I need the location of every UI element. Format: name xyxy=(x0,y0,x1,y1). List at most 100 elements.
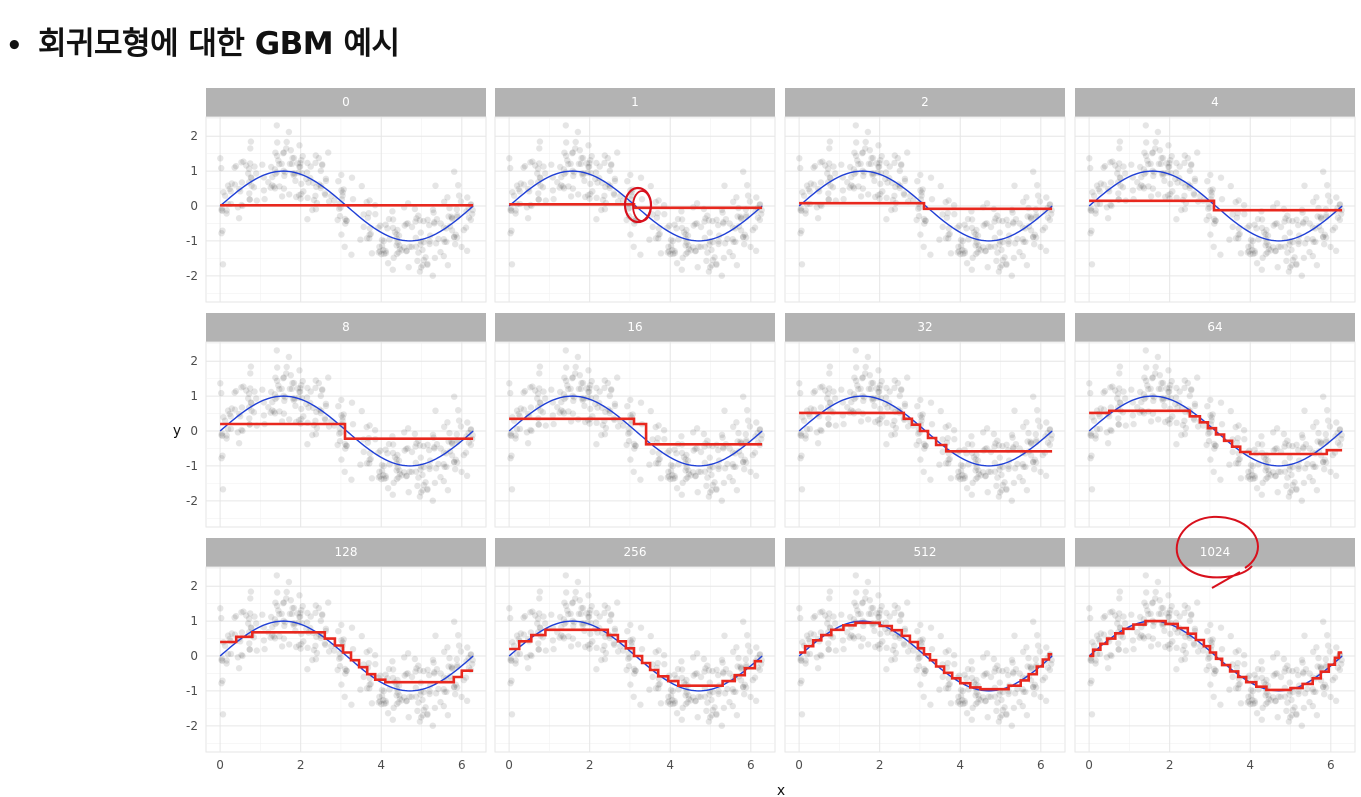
data-point xyxy=(667,250,674,258)
data-point xyxy=(527,384,534,391)
data-point xyxy=(1104,215,1112,222)
data-point xyxy=(424,216,431,223)
data-point xyxy=(694,714,701,721)
data-point xyxy=(1161,177,1168,184)
data-point xyxy=(412,443,419,450)
data-point xyxy=(1251,249,1259,257)
data-point xyxy=(721,407,728,414)
data-point xyxy=(1100,389,1107,396)
data-point xyxy=(937,407,944,415)
data-point xyxy=(798,432,805,439)
data-point xyxy=(983,445,990,452)
data-point xyxy=(549,187,557,194)
data-point xyxy=(854,607,861,614)
data-point xyxy=(797,431,804,439)
data-point xyxy=(826,588,834,595)
data-point xyxy=(974,232,982,239)
data-point xyxy=(918,639,925,646)
data-point xyxy=(592,619,600,626)
data-point xyxy=(453,206,460,213)
data-point xyxy=(709,463,716,471)
data-point xyxy=(1281,459,1289,466)
data-point xyxy=(854,382,861,389)
data-point xyxy=(567,193,575,200)
data-point xyxy=(684,232,692,239)
data-point xyxy=(799,189,806,196)
data-point xyxy=(1247,236,1255,244)
data-point xyxy=(708,487,715,494)
data-point xyxy=(336,212,344,220)
data-point xyxy=(849,183,857,190)
data-point xyxy=(1115,646,1122,653)
data-point xyxy=(465,429,472,437)
data-point xyxy=(431,254,439,262)
data-point xyxy=(406,468,413,475)
data-point xyxy=(726,445,733,452)
data-point xyxy=(1210,440,1218,448)
data-point xyxy=(694,489,701,496)
data-point xyxy=(898,387,905,394)
data-point xyxy=(678,658,685,665)
data-point xyxy=(574,128,582,136)
data-point xyxy=(1173,419,1180,426)
data-point xyxy=(322,175,330,182)
data-point xyxy=(974,249,981,256)
data-point xyxy=(627,171,634,179)
data-point xyxy=(797,164,804,172)
data-point xyxy=(1217,476,1224,483)
data-point xyxy=(534,170,541,177)
data-point xyxy=(1286,454,1294,461)
data-point xyxy=(670,475,677,483)
data-point xyxy=(740,393,747,400)
data-point xyxy=(749,451,756,459)
data-point xyxy=(508,452,515,459)
data-point xyxy=(1173,216,1180,223)
data-point xyxy=(1300,254,1308,262)
data-point xyxy=(1142,152,1150,159)
data-point xyxy=(426,463,433,470)
data-point xyxy=(415,212,422,219)
data-point xyxy=(701,218,708,225)
data-point xyxy=(891,431,899,438)
data-point xyxy=(914,403,921,410)
data-point xyxy=(1289,463,1297,471)
data-point xyxy=(1173,441,1180,448)
data-point xyxy=(1285,718,1293,725)
data-point xyxy=(632,667,639,674)
data-point xyxy=(1112,162,1119,169)
data-point xyxy=(313,633,320,641)
data-point xyxy=(1293,216,1300,223)
data-point xyxy=(920,468,927,475)
data-point xyxy=(348,251,355,258)
data-point xyxy=(382,249,390,257)
data-point xyxy=(536,145,543,152)
data-point xyxy=(1093,201,1101,208)
data-point xyxy=(246,196,253,203)
data-point xyxy=(1169,413,1176,420)
data-point xyxy=(945,460,952,467)
data-point xyxy=(1336,216,1344,224)
data-point xyxy=(1086,605,1093,612)
data-point xyxy=(563,589,570,596)
data-point xyxy=(238,426,245,434)
data-point xyxy=(535,421,542,428)
data-point xyxy=(217,605,224,612)
data-point xyxy=(715,446,722,454)
data-point xyxy=(509,189,516,196)
data-point xyxy=(889,196,897,204)
data-point xyxy=(1036,423,1044,430)
data-point xyxy=(404,445,411,452)
data-point xyxy=(614,374,621,381)
data-point xyxy=(431,220,438,227)
data-point xyxy=(654,210,661,217)
data-point xyxy=(980,672,987,679)
data-point xyxy=(296,367,303,374)
data-point xyxy=(1096,425,1104,433)
data-point xyxy=(550,420,557,428)
data-point xyxy=(1333,419,1340,426)
data-point xyxy=(1240,202,1248,209)
data-point xyxy=(1155,416,1162,423)
data-point xyxy=(718,431,726,438)
data-point xyxy=(840,195,847,203)
data-point xyxy=(692,698,699,705)
